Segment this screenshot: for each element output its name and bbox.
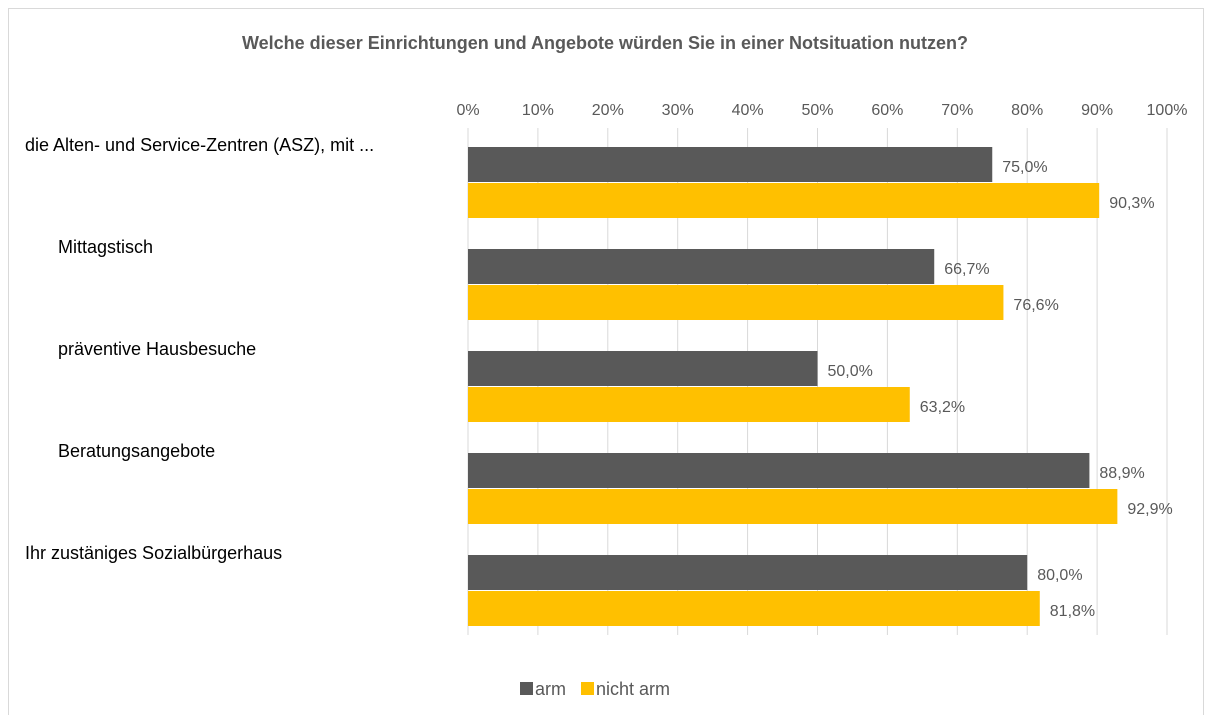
legend-swatch: [581, 682, 594, 695]
value-label: 50,0%: [828, 363, 873, 380]
x-tick-label: 50%: [801, 102, 833, 119]
value-label: 76,6%: [1013, 297, 1058, 314]
value-label: 88,9%: [1099, 465, 1144, 482]
x-tick-label: 0%: [456, 102, 479, 119]
x-tick-label: 20%: [592, 102, 624, 119]
category-label: Beratungsangebote: [58, 441, 216, 461]
value-label: 75,0%: [1002, 159, 1047, 176]
bar: [468, 147, 993, 182]
x-tick-label: 90%: [1081, 102, 1113, 119]
bar: [468, 285, 1004, 320]
bar: [468, 249, 935, 284]
bar: [468, 591, 1040, 626]
value-label: 63,2%: [920, 399, 965, 416]
value-label: 92,9%: [1127, 501, 1172, 518]
value-label: 90,3%: [1109, 195, 1154, 212]
category-label: Ihr zustäniges Sozialbürgerhaus: [25, 543, 283, 563]
bar: [468, 555, 1028, 590]
legend-label: nicht arm: [596, 679, 670, 699]
category-label: die Alten- und Service-Zentren (ASZ), mi…: [25, 135, 375, 155]
x-tick-label: 40%: [732, 102, 764, 119]
bar: [468, 183, 1100, 218]
value-label: 81,8%: [1050, 603, 1095, 620]
x-tick-label: 60%: [871, 102, 903, 119]
bar: [468, 453, 1090, 488]
x-tick-label: 10%: [522, 102, 554, 119]
value-label: 80,0%: [1037, 567, 1082, 584]
x-tick-label: 30%: [662, 102, 694, 119]
category-label: präventive Hausbesuche: [58, 339, 257, 359]
bar: [468, 351, 818, 386]
legend-swatch: [520, 682, 533, 695]
x-tick-label: 100%: [1147, 102, 1188, 119]
bar: [468, 387, 910, 422]
category-label: Mittagstisch: [58, 237, 154, 257]
legend-label: arm: [535, 679, 566, 699]
x-tick-label: 70%: [941, 102, 973, 119]
bar: [468, 489, 1118, 524]
x-tick-label: 80%: [1011, 102, 1043, 119]
value-label: 66,7%: [944, 261, 989, 278]
chart-title: Welche dieser Einrichtungen und Angebote…: [241, 33, 969, 53]
chart-border: [8, 8, 1204, 715]
